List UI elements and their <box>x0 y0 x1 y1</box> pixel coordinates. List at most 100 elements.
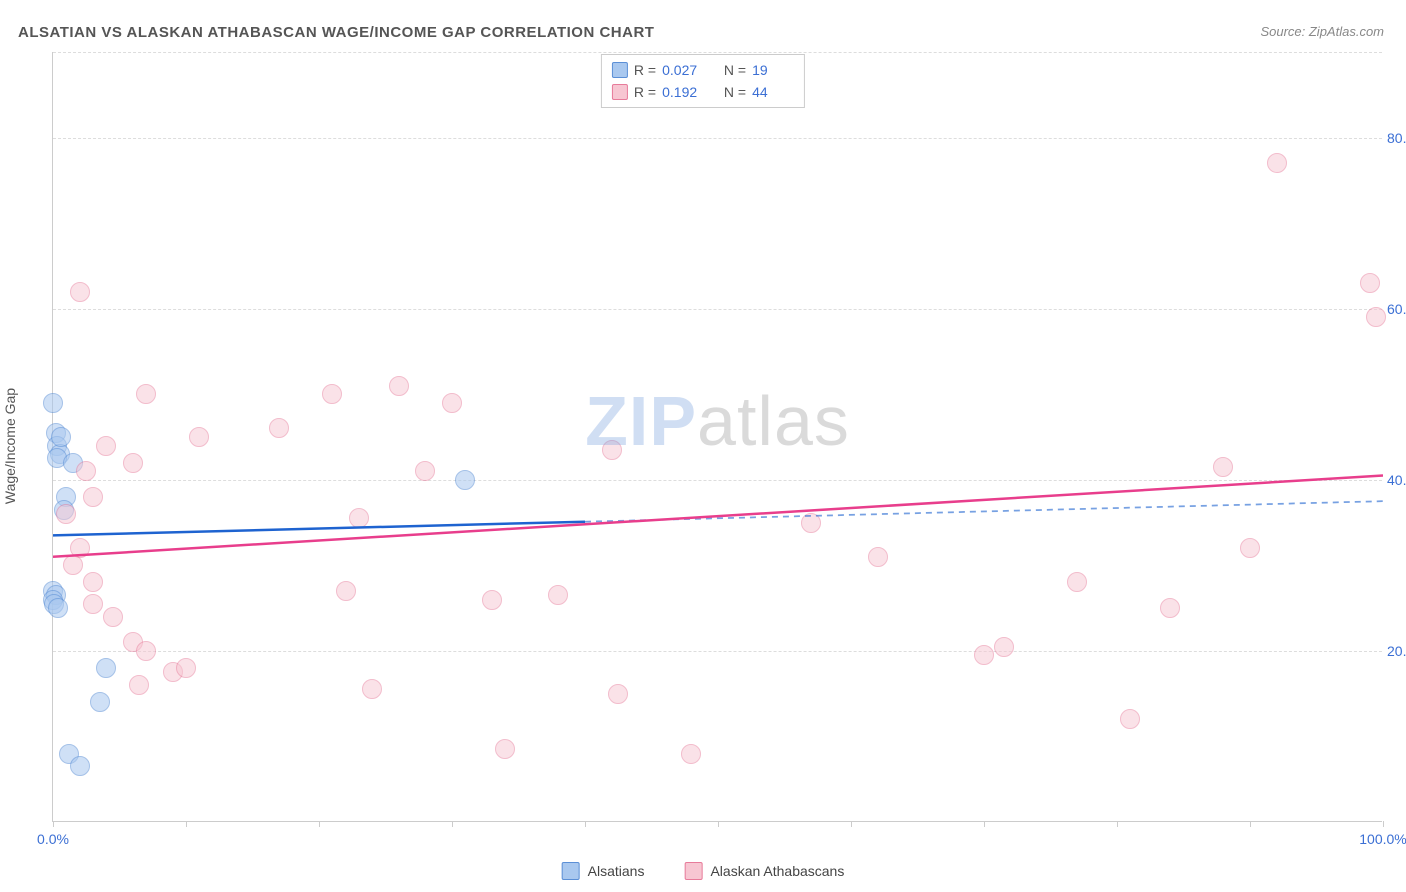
data-point <box>1360 273 1380 293</box>
n-label: N = <box>724 62 746 78</box>
y-tick-label: 40.0% <box>1387 472 1406 488</box>
grid-line <box>53 309 1382 310</box>
data-point <box>1366 307 1386 327</box>
legend-series: Alsatians Alaskan Athabascans <box>562 862 845 880</box>
data-point <box>602 440 622 460</box>
n-value: 44 <box>752 84 794 100</box>
grid-line <box>53 138 1382 139</box>
chart-container: ALSATIAN VS ALASKAN ATHABASCAN WAGE/INCO… <box>0 0 1406 892</box>
data-point <box>96 658 116 678</box>
x-tick <box>319 821 320 827</box>
data-point <box>801 513 821 533</box>
r-value: 0.192 <box>662 84 704 100</box>
data-point <box>83 487 103 507</box>
data-point <box>269 418 289 438</box>
legend-swatch <box>612 62 628 78</box>
data-point <box>1067 572 1087 592</box>
data-point <box>48 598 68 618</box>
data-point <box>43 393 63 413</box>
plot-area: ZIPatlas 20.0%40.0%60.0%80.0%0.0%100.0% <box>52 52 1382 822</box>
x-tick <box>851 821 852 827</box>
data-point <box>442 393 462 413</box>
legend-stat-row: R = 0.192 N = 44 <box>612 81 794 103</box>
n-value: 19 <box>752 62 794 78</box>
legend-label: Alsatians <box>588 863 645 879</box>
x-tick <box>718 821 719 827</box>
grid-line <box>53 52 1382 53</box>
data-point <box>83 572 103 592</box>
data-point <box>136 641 156 661</box>
data-point <box>455 470 475 490</box>
trend-line <box>53 522 585 536</box>
legend-item: Alaskan Athabascans <box>684 862 844 880</box>
data-point <box>974 645 994 665</box>
data-point <box>1160 598 1180 618</box>
x-tick <box>984 821 985 827</box>
data-point <box>123 453 143 473</box>
data-point <box>136 384 156 404</box>
data-point <box>994 637 1014 657</box>
x-tick <box>53 821 54 827</box>
chart-title: ALSATIAN VS ALASKAN ATHABASCAN WAGE/INCO… <box>18 24 654 41</box>
watermark-atlas: atlas <box>697 382 850 460</box>
data-point <box>1120 709 1140 729</box>
x-tick <box>452 821 453 827</box>
data-point <box>389 376 409 396</box>
data-point <box>415 461 435 481</box>
data-point <box>1267 153 1287 173</box>
trend-line-dashed <box>585 501 1383 522</box>
legend-item: Alsatians <box>562 862 645 880</box>
data-point <box>349 508 369 528</box>
data-point <box>608 684 628 704</box>
grid-line <box>53 651 1382 652</box>
legend-swatch <box>684 862 702 880</box>
x-tick <box>1117 821 1118 827</box>
data-point <box>56 504 76 524</box>
data-point <box>362 679 382 699</box>
y-tick-label: 20.0% <box>1387 643 1406 659</box>
data-point <box>51 427 71 447</box>
trend-lines <box>53 52 1383 822</box>
x-tick <box>585 821 586 827</box>
trend-line <box>53 476 1383 557</box>
data-point <box>70 756 90 776</box>
data-point <box>70 282 90 302</box>
data-point <box>681 744 701 764</box>
y-tick-label: 60.0% <box>1387 301 1406 317</box>
watermark: ZIPatlas <box>585 381 850 461</box>
x-tick <box>1250 821 1251 827</box>
data-point <box>1213 457 1233 477</box>
data-point <box>90 692 110 712</box>
x-tick-label: 100.0% <box>1359 831 1406 847</box>
data-point <box>129 675 149 695</box>
data-point <box>336 581 356 601</box>
legend-swatch <box>562 862 580 880</box>
y-axis-label: Wage/Income Gap <box>2 388 18 504</box>
data-point <box>96 436 116 456</box>
r-label: R = <box>634 62 656 78</box>
x-tick <box>186 821 187 827</box>
r-value: 0.027 <box>662 62 704 78</box>
data-point <box>103 607 123 627</box>
data-point <box>322 384 342 404</box>
x-tick-label: 0.0% <box>37 831 69 847</box>
data-point <box>495 739 515 759</box>
grid-line <box>53 480 1382 481</box>
legend-stat-row: R = 0.027 N = 19 <box>612 59 794 81</box>
source-label: Source: ZipAtlas.com <box>1260 24 1384 39</box>
data-point <box>1240 538 1260 558</box>
data-point <box>482 590 502 610</box>
data-point <box>868 547 888 567</box>
data-point <box>189 427 209 447</box>
data-point <box>63 555 83 575</box>
r-label: R = <box>634 84 656 100</box>
legend-stats: R = 0.027 N = 19 R = 0.192 N = 44 <box>601 54 805 108</box>
data-point <box>83 594 103 614</box>
legend-label: Alaskan Athabascans <box>710 863 844 879</box>
y-tick-label: 80.0% <box>1387 130 1406 146</box>
data-point <box>76 461 96 481</box>
n-label: N = <box>724 84 746 100</box>
data-point <box>548 585 568 605</box>
data-point <box>176 658 196 678</box>
x-tick <box>1383 821 1384 827</box>
